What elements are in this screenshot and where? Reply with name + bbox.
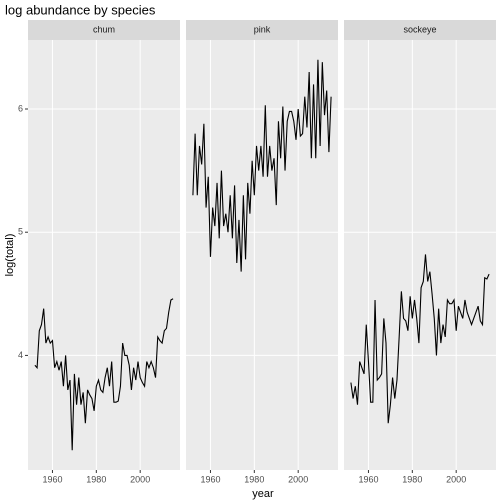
x-tick-label: 2000 (288, 474, 308, 484)
panel-background (28, 40, 180, 470)
x-tick-label: 1980 (86, 474, 106, 484)
series-line (192, 59, 332, 272)
panel-background (186, 40, 338, 470)
series-line (350, 254, 490, 424)
x-tick-label: 1980 (402, 474, 422, 484)
strip-background (344, 20, 496, 40)
series-line (34, 298, 174, 451)
strip-label: chum (93, 24, 115, 34)
y-tick-label: 4 (18, 350, 23, 360)
strip-label: pink (254, 24, 271, 34)
x-tick-label: 1960 (200, 474, 220, 484)
x-tick-label: 2000 (446, 474, 466, 484)
x-tick-label: 1960 (42, 474, 62, 484)
y-axis-label: log(total) (4, 234, 16, 277)
y-tick-label: 5 (18, 227, 23, 237)
y-tick-label: 6 (18, 103, 23, 113)
x-tick-label: 2000 (130, 474, 150, 484)
chart-title: log abundance by species (5, 2, 156, 17)
x-tick-label: 1960 (358, 474, 378, 484)
x-axis-label: year (252, 488, 274, 500)
strip-background (186, 20, 338, 40)
strip-label: sockeye (403, 24, 436, 34)
panel-background (344, 40, 496, 470)
strip-background (28, 20, 180, 40)
x-tick-label: 1980 (244, 474, 264, 484)
